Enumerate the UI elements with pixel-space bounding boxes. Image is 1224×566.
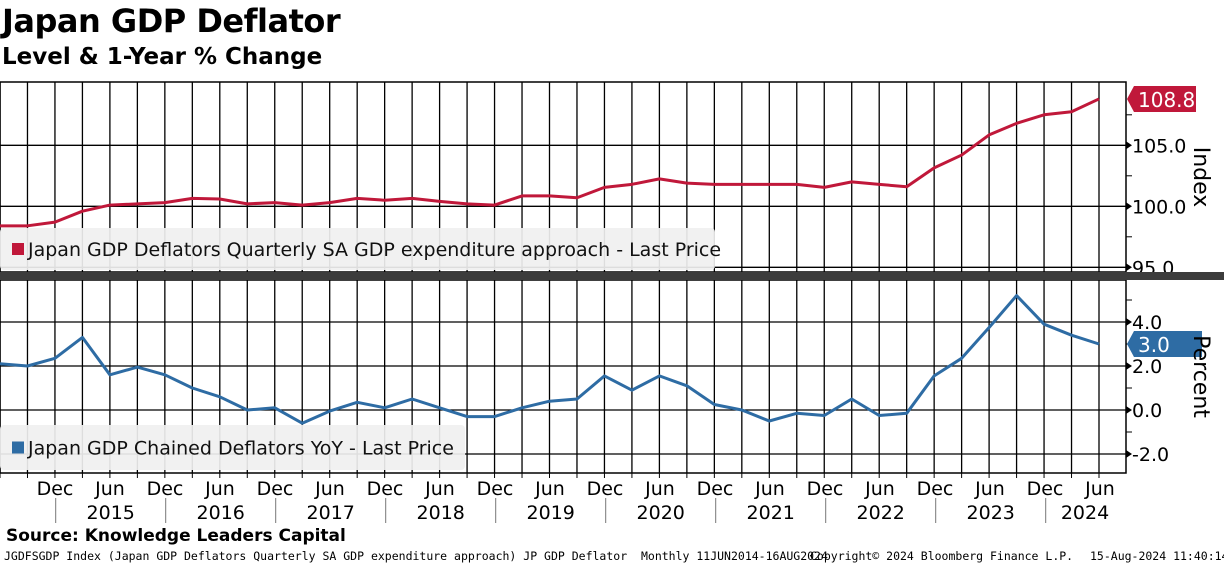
- bottom-legend-swatch: [12, 441, 24, 454]
- top-legend-box: [0, 228, 715, 270]
- x-year-label: 2020: [637, 502, 685, 524]
- x-year-label: 2024: [1061, 502, 1109, 524]
- x-year-label: 2021: [747, 502, 795, 524]
- top-last-value-label: 108.8: [1138, 88, 1195, 112]
- footer-ticker: JGDFSGDP Index (Japan GDP Deflators Quar…: [4, 549, 828, 563]
- bottom-ytick-label: 2.0: [1132, 356, 1162, 378]
- x-month-label: Jun: [424, 478, 455, 500]
- bottom-legend-label: Japan GDP Chained Deflators YoY - Last P…: [27, 438, 454, 460]
- bottom-last-value-label: 3.0: [1138, 333, 1170, 357]
- top-ytick-mark: [1126, 202, 1132, 211]
- x-month-label: Jun: [754, 478, 785, 500]
- source-note: Source: Knowledge Leaders Capital: [6, 526, 346, 546]
- bottom-ytick-mark: [1126, 318, 1132, 326]
- x-year-label: 2015: [87, 502, 135, 524]
- x-year-label: 2022: [857, 502, 905, 524]
- x-month-label: Jun: [204, 478, 235, 500]
- x-month-label: Dec: [587, 478, 624, 500]
- x-month-label: Dec: [37, 478, 74, 500]
- x-month-label: Jun: [534, 478, 565, 500]
- bottom-legend-box: [0, 425, 465, 470]
- top-last-value-badge: [1127, 85, 1196, 112]
- x-month-label: Jun: [314, 478, 345, 500]
- top-ytick-mark: [1126, 141, 1132, 150]
- bottom-ytick-label: 0.0: [1132, 400, 1162, 422]
- bottom-last-value-badge: [1127, 331, 1202, 357]
- bottom-ytick-mark: [1126, 406, 1132, 414]
- x-month-label: Dec: [917, 478, 954, 500]
- x-year-label: 2016: [197, 502, 245, 524]
- x-month-label: Dec: [367, 478, 404, 500]
- panel-divider: [0, 272, 1224, 280]
- x-month-label: Jun: [94, 478, 125, 500]
- x-month-label: Jun: [974, 478, 1005, 500]
- x-month-label: Jun: [864, 478, 895, 500]
- x-year-label: 2019: [527, 502, 575, 524]
- x-month-label: Dec: [147, 478, 184, 500]
- chart-subtitle: Level & 1-Year % Change: [2, 44, 323, 70]
- bottom-ytick-mark: [1126, 362, 1132, 370]
- x-month-label: Dec: [697, 478, 734, 500]
- x-month-label: Jun: [1084, 478, 1115, 500]
- bottom-ytick-mark: [1126, 450, 1132, 458]
- top-ytick-label: 100.0: [1132, 196, 1186, 218]
- footer-copyright: Copyright© 2024 Bloomberg Finance L.P.: [810, 549, 1074, 563]
- x-month-label: Dec: [1027, 478, 1064, 500]
- bottom-ytick-label: -2.0: [1132, 444, 1169, 466]
- x-month-label: Dec: [257, 478, 294, 500]
- top-legend-swatch: [12, 243, 24, 255]
- top-ytick-mark: [1126, 263, 1132, 272]
- bottom-axis-title: Percent: [1188, 335, 1213, 418]
- bottom-ytick-label: 4.0: [1132, 312, 1162, 334]
- x-month-label: Jun: [644, 478, 675, 500]
- x-year-label: 2017: [307, 502, 355, 524]
- x-month-label: Dec: [477, 478, 514, 500]
- top-axis-title: Index: [1188, 147, 1213, 208]
- top-legend-label: Japan GDP Deflators Quarterly SA GDP exp…: [27, 239, 721, 261]
- footer-timestamp: 15-Aug-2024 11:40:14: [1090, 549, 1224, 563]
- x-month-label: Dec: [807, 478, 844, 500]
- x-year-label: 2023: [967, 502, 1015, 524]
- x-year-label: 2018: [417, 502, 465, 524]
- chart-title: Japan GDP Deflator: [2, 2, 341, 40]
- top-ytick-label: 105.0: [1132, 135, 1186, 157]
